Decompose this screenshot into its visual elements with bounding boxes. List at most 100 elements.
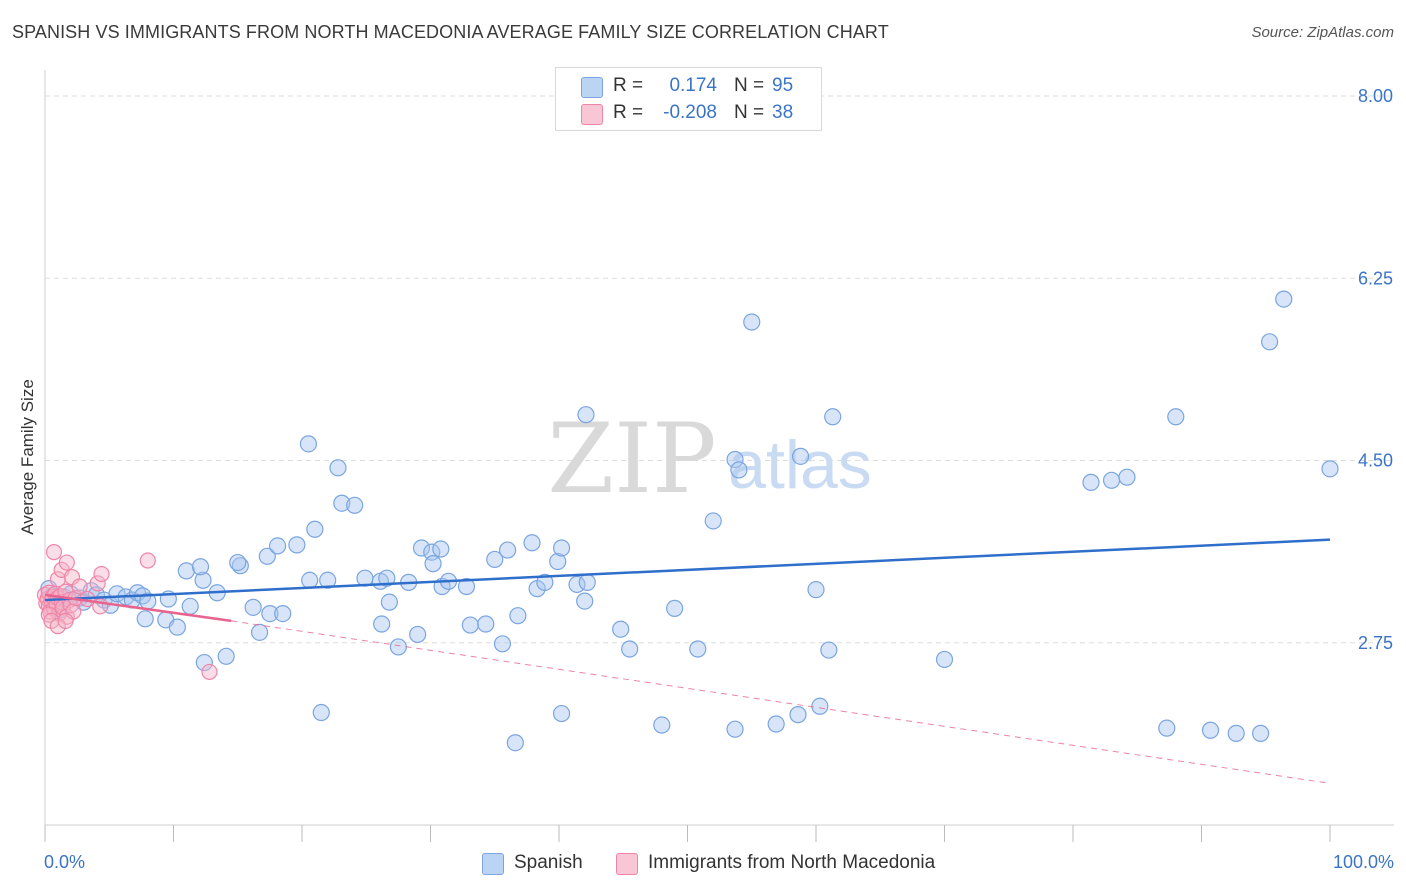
spanish-point [506,734,524,752]
macedonia-point [45,544,63,561]
spanish-point [704,512,722,530]
spanish-point [1118,468,1136,486]
watermark-atlas: atlas [728,427,872,503]
trend-layer [44,538,1331,784]
spanish-point [1102,471,1121,489]
spanish-legend-swatch [482,853,504,875]
spanish-point [791,447,810,465]
spanish-point [191,558,210,576]
r-value: 0.174 [669,75,717,96]
spanish-point [181,597,199,615]
spanish-point [1275,290,1293,308]
spanish-point [378,569,396,587]
y-tick-label: 6.25 [1358,268,1393,288]
spanish-point [333,494,351,512]
n-value: 38 [772,102,794,123]
r-value: -0.208 [663,102,717,123]
spanish-point [568,575,586,594]
spanish-point [244,598,262,616]
spanish-point [726,720,744,738]
macedonia-point [43,612,60,629]
points-layer [36,290,1339,752]
spanish-point [807,581,825,599]
spanish-point [195,653,213,672]
spanish-point [261,604,279,623]
spanish-point [509,607,527,625]
spanish-point [811,697,829,715]
spanish-point [319,571,337,589]
y-tick-label: 2.75 [1358,633,1393,653]
spanish-point [486,550,504,569]
macedonia-point [93,565,110,583]
spanish-point [409,625,427,644]
spanish-point [743,313,761,331]
macedonia-trend-line-dashed [231,620,1331,784]
spanish-point [935,650,954,669]
spanish-point [136,610,154,628]
spanish-point [389,638,407,656]
chart-title: SPANISH VS IMMIGRANTS FROM NORTH MACEDON… [12,22,889,42]
spanish-point [730,461,748,479]
spanish-point [168,618,186,636]
spanish-point [820,641,838,659]
x-tick-max: 100.0% [1332,852,1394,872]
spanish-point [477,615,495,633]
spanish-point [666,599,684,617]
spanish-point [194,571,212,589]
spanish-point [536,573,554,591]
spanish-swatch [581,77,603,98]
spanish-point [499,541,517,559]
y-tick-labels: 2.75 4.50 6.25 8.00 [1358,86,1393,653]
macedonia-legend-label: Immigrants from North Macedonia [648,852,936,873]
spanish-point [346,496,364,514]
spanish-point [229,553,247,572]
spanish-point [578,573,596,591]
spanish-point [461,616,479,634]
r-label: R = [613,102,644,123]
spanish-point [177,562,195,580]
spanish-point [612,620,630,638]
r-label: R = [613,75,644,96]
y-tick-label: 4.50 [1358,451,1393,471]
spanish-point [412,539,431,557]
spanish-point [577,406,595,424]
spanish-point [373,615,391,633]
spanish-point [576,592,594,610]
spanish-point [457,577,476,596]
spanish-point [1082,473,1100,491]
spanish-point [288,536,306,554]
spanish-point [726,450,744,469]
macedonia-point [201,663,218,681]
spanish-point [552,539,571,557]
axis-layer [44,70,1394,842]
macedonia-legend-swatch [616,853,638,875]
macedonia-point [57,612,74,629]
spanish-point [789,706,807,724]
spanish-point [299,435,318,453]
spanish-point [432,540,450,558]
spanish-point [621,640,639,658]
spanish-point [523,534,541,552]
macedonia-point [139,552,156,569]
macedonia-point [58,554,75,571]
y-tick-label: 8.00 [1358,86,1393,106]
spanish-point [274,604,292,623]
spanish-point [689,640,707,658]
spanish-point [250,623,269,641]
watermark-zip: ZIP [547,403,716,515]
spanish-point [1252,724,1270,742]
stats-legend: R = 0.174 N = 95 R = -0.208 N = 38 [555,67,822,131]
spanish-point [1261,333,1279,351]
n-label: N = [734,102,765,123]
spanish-point [380,593,398,611]
spanish-point [549,552,567,571]
y-axis-label: Average Family Size [18,379,37,535]
spanish-point [1158,719,1176,737]
macedonia-trend-line-solid [44,593,232,623]
spanish-point [306,520,324,538]
spanish-point [301,571,319,589]
spanish-point [1167,408,1185,426]
spanish-point [493,635,512,653]
spanish-point [312,703,330,722]
